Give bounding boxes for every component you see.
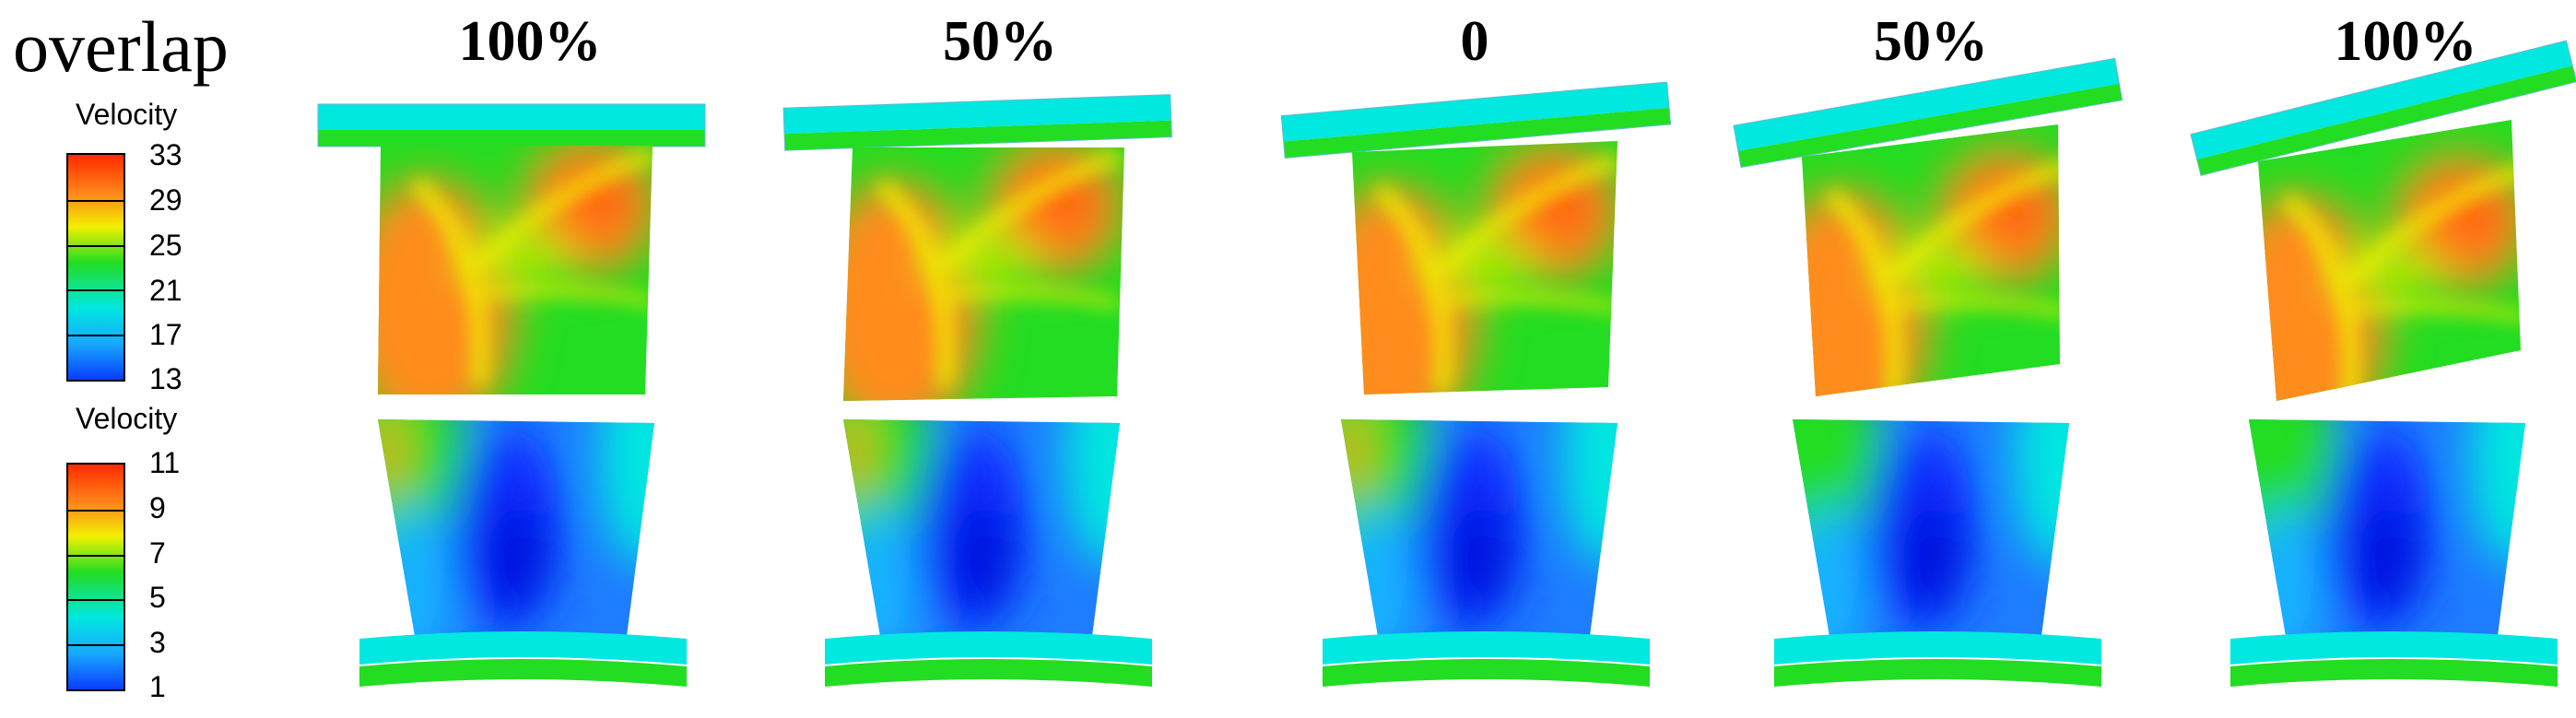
bottom-strip-upper xyxy=(1323,631,1650,665)
top-blade-field xyxy=(843,147,1124,401)
bottom-strip-upper xyxy=(2230,631,2558,665)
top-strip xyxy=(1733,57,2123,169)
legend-bottom-tick: 3 xyxy=(149,626,166,659)
top-blade-field xyxy=(378,146,653,394)
legend-top-title: Velocity xyxy=(76,98,178,131)
top-strip xyxy=(2190,40,2576,176)
bottom-blade-field xyxy=(1341,419,1617,636)
contour-panel xyxy=(2190,40,2576,687)
bottom-strip-lower xyxy=(359,659,687,687)
legend-bottom-tick: 9 xyxy=(149,491,166,524)
contour-panel xyxy=(782,94,1172,687)
legend-top-tick: 29 xyxy=(149,183,182,217)
legend-bottom-tick: 11 xyxy=(149,446,181,479)
bottom-blade-field xyxy=(1793,419,2069,636)
legend-top-tick: 13 xyxy=(149,362,182,395)
top-strip xyxy=(317,103,706,147)
column-label-5: 100% xyxy=(2334,10,2477,73)
legend-top-tick: 21 xyxy=(149,274,182,307)
row-label-overlap: overlap xyxy=(13,6,229,87)
column-label-3: 0 xyxy=(1460,10,1489,73)
legend-bottom-title: Velocity xyxy=(76,402,178,435)
legend-top-tick: 17 xyxy=(149,318,182,351)
top-blade-field xyxy=(1802,124,2060,396)
column-label-2: 50% xyxy=(943,10,1057,73)
bottom-strip-upper xyxy=(359,631,687,665)
top-blade-field xyxy=(1352,141,1617,394)
bottom-blade-field xyxy=(2249,419,2525,636)
legend-top-tick: 33 xyxy=(149,138,182,171)
legend-bottom-tick: 1 xyxy=(149,670,166,703)
contour-panel xyxy=(1280,81,1672,687)
legend-bottom-tick: 7 xyxy=(149,536,166,570)
legend-bottom-colorbar xyxy=(66,463,125,691)
legend-bottom-tick: 5 xyxy=(149,581,166,614)
legend-top-tick: 25 xyxy=(149,229,182,262)
bottom-strip-lower xyxy=(2230,659,2558,687)
column-label-4: 50% xyxy=(1874,10,1988,73)
top-strip xyxy=(1280,81,1672,159)
top-blade-field xyxy=(2258,120,2521,401)
column-label-1: 100% xyxy=(458,10,602,73)
bottom-strip-upper xyxy=(1774,631,2101,665)
bottom-strip-lower xyxy=(1323,659,1650,687)
legend-top-colorbar xyxy=(66,153,125,382)
bottom-strip-lower xyxy=(1774,659,2101,687)
contour-panel xyxy=(317,103,706,687)
bottom-strip-upper xyxy=(825,631,1152,665)
contour-panel xyxy=(1733,57,2123,687)
top-strip xyxy=(782,94,1172,151)
bottom-strip-lower xyxy=(825,659,1152,687)
